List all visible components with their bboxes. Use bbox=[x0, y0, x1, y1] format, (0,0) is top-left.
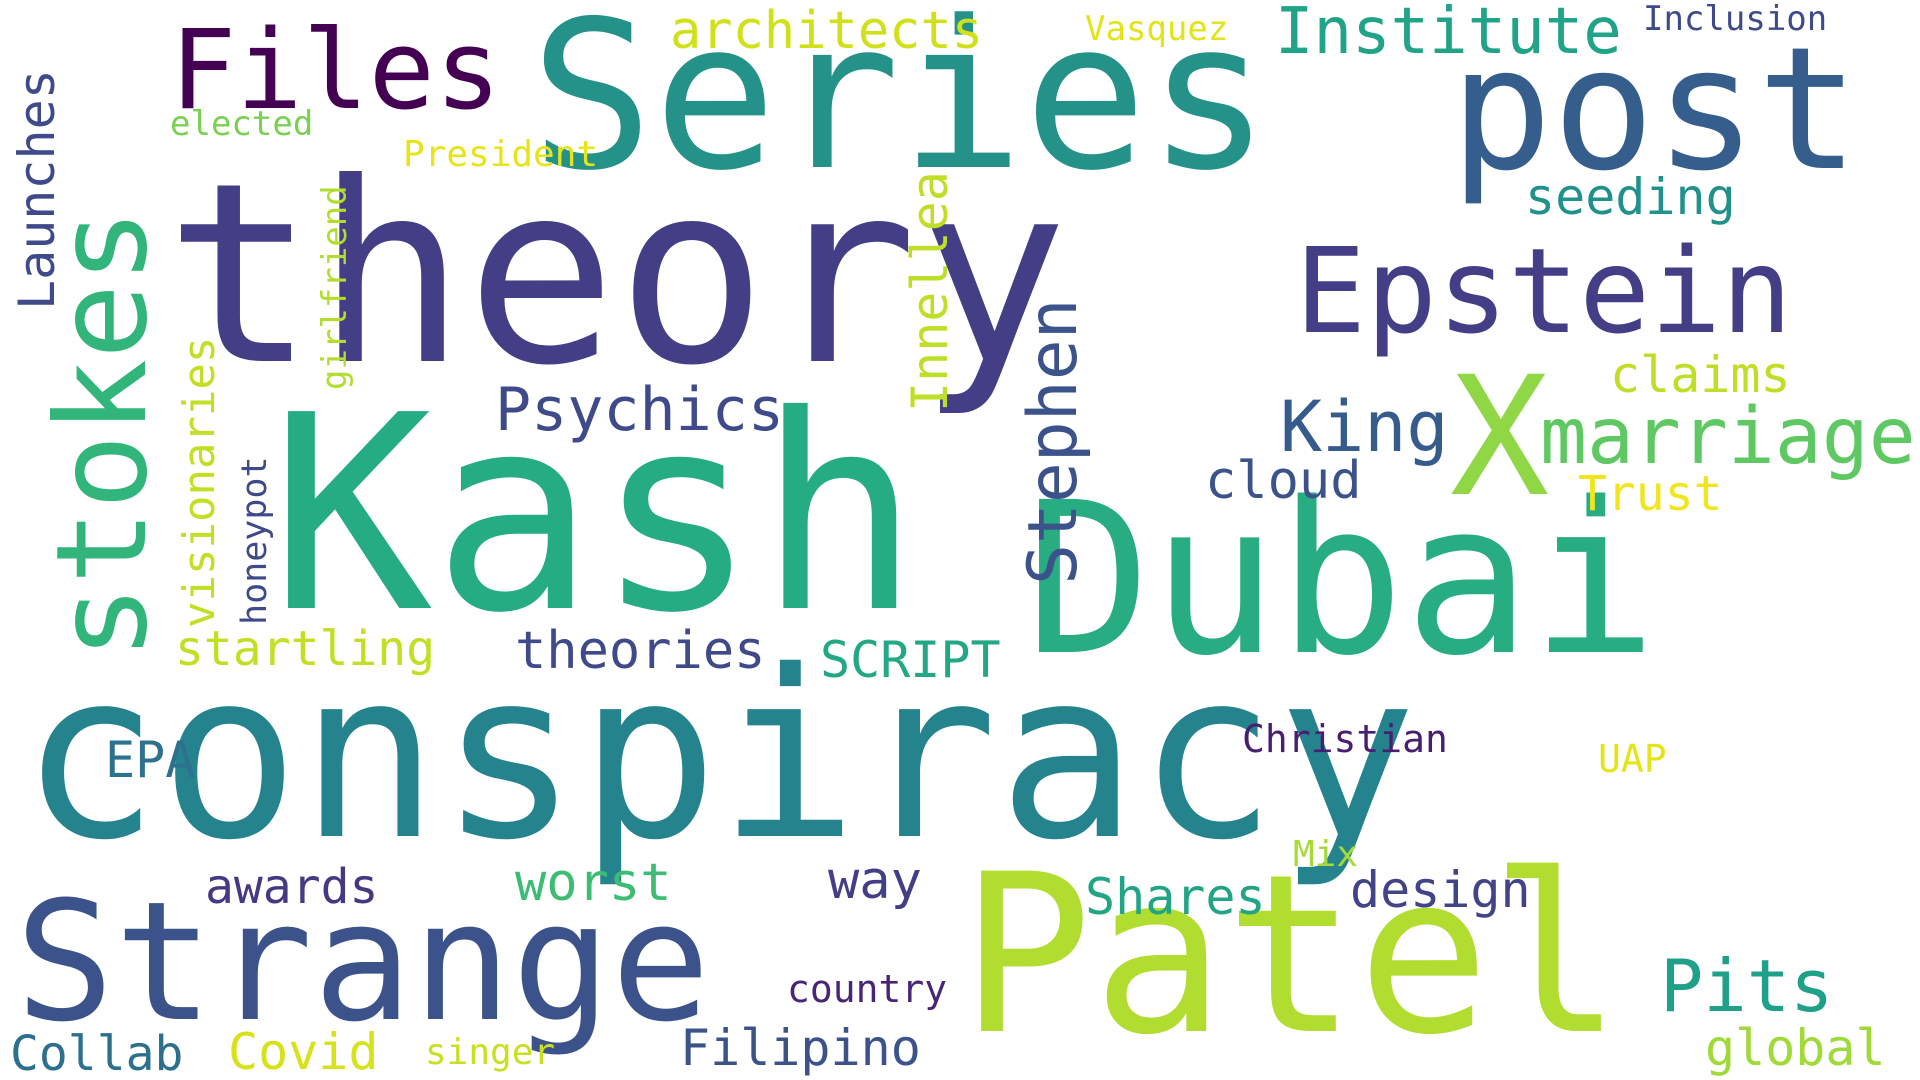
word-files: Files bbox=[170, 6, 502, 134]
word-x: X bbox=[1450, 341, 1550, 533]
word-design: design bbox=[1350, 861, 1531, 919]
word-president: President bbox=[403, 134, 599, 175]
word-mix: Mix bbox=[1293, 834, 1359, 875]
word-kash: Kash bbox=[270, 357, 921, 672]
word-institute: Institute bbox=[1275, 0, 1622, 69]
word-worst: worst bbox=[515, 853, 672, 913]
word-christian: Christian bbox=[1242, 717, 1448, 761]
word-innellea: Innellea bbox=[901, 171, 959, 412]
word-launches: Launches bbox=[8, 69, 66, 310]
word-singer: singer bbox=[425, 1032, 556, 1073]
word-conspiracy: conspiracy bbox=[20, 621, 1417, 891]
word-script: SCRIPT bbox=[820, 631, 1001, 689]
word-theory: theory bbox=[165, 129, 1069, 420]
word-global: global bbox=[1705, 1019, 1886, 1077]
word-collab: Collab bbox=[10, 1026, 184, 1080]
word-epa: EPA bbox=[105, 731, 196, 789]
word-inclusion: Inclusion bbox=[1643, 0, 1828, 39]
word-visionaries: visionaries bbox=[174, 336, 225, 628]
word-seeding: seeding bbox=[1525, 168, 1736, 226]
word-awards: awards bbox=[205, 859, 379, 915]
word-post: post bbox=[1450, 11, 1860, 209]
word-psychics: Psychics bbox=[495, 375, 784, 445]
word-trust: Trust bbox=[1578, 466, 1723, 522]
word-elected: elected bbox=[170, 104, 314, 144]
word-girlfriend: girlfriend bbox=[315, 185, 355, 390]
word-patel: Patel bbox=[960, 827, 1623, 1080]
word-honeypot: honeypot bbox=[235, 456, 275, 625]
word-architects: architects bbox=[670, 1, 984, 61]
word-way: way bbox=[828, 851, 922, 911]
word-vasquez: Vasquez bbox=[1085, 9, 1229, 49]
word-cloud: cloud bbox=[1205, 451, 1362, 511]
word-marriage: marriage bbox=[1540, 392, 1916, 482]
word-shares: Shares bbox=[1085, 868, 1266, 926]
word-king: King bbox=[1280, 386, 1449, 468]
word-series: Series bbox=[530, 0, 1271, 216]
word-theories: theories bbox=[515, 621, 766, 681]
word-claims: claims bbox=[1610, 346, 1791, 404]
word-stephen: Stephen bbox=[1014, 298, 1093, 585]
word-pits: Pits bbox=[1660, 944, 1834, 1028]
word-uap: UAP bbox=[1598, 737, 1667, 781]
word-filipino: Filipino bbox=[680, 1019, 921, 1077]
word-country: country bbox=[787, 967, 948, 1011]
word-epstein: Epstein bbox=[1295, 222, 1793, 360]
word-covid: Covid bbox=[228, 1023, 379, 1080]
word-dubai: Dubai bbox=[1025, 457, 1658, 702]
word-startling: startling bbox=[175, 621, 436, 677]
word-strange: Strange bbox=[15, 866, 711, 1058]
